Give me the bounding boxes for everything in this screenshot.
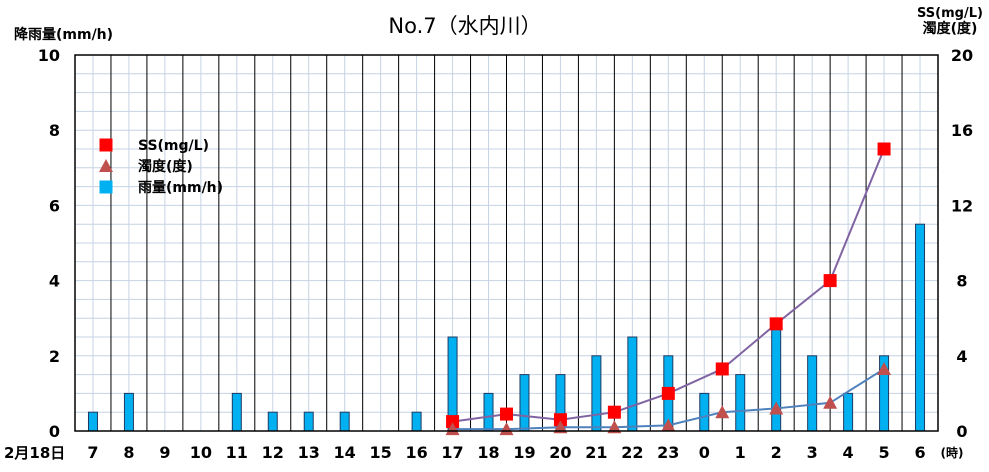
x-tick-label: 23: [657, 443, 679, 462]
plot-frame: [74, 54, 939, 432]
right-tick-label: 16: [951, 121, 973, 140]
ss-marker: [823, 274, 837, 288]
x-tick-label: 8: [123, 443, 134, 462]
x-axis-date-label: 2月18日: [4, 444, 65, 462]
x-tick-label: 12: [262, 443, 284, 462]
x-axis-unit-label: (時): [941, 445, 964, 460]
right-tick-label: 20: [951, 46, 973, 65]
left-tick-label: 8: [49, 121, 60, 140]
right-tick-label: 4: [956, 347, 967, 366]
rain-bar: [87, 411, 98, 432]
legend-ss-marker: [99, 138, 113, 152]
rain-bar: [483, 392, 494, 432]
x-tick-label: 5: [878, 443, 889, 462]
legend-label: 濁度(度): [138, 158, 193, 175]
right-tick-label: 0: [956, 422, 967, 441]
rain-bar: [843, 392, 854, 432]
series-markers: [445, 142, 892, 436]
rain-bar: [339, 411, 350, 432]
turbidity-marker: [607, 420, 622, 434]
x-tick-label: 13: [298, 443, 320, 462]
left-tick-label: 6: [49, 196, 60, 215]
turbidity-marker: [445, 422, 460, 436]
legend-label: 雨量(mm/h): [138, 180, 223, 196]
ss-marker: [446, 415, 460, 429]
legend-label: SS(mg/L): [138, 138, 209, 154]
rain-bar: [915, 223, 926, 432]
right-axis-label-line1: SS(mg/L): [917, 6, 983, 21]
left-tick-label: 4: [49, 272, 60, 291]
legend-rain-marker: [99, 180, 113, 194]
rain-bar: [519, 374, 530, 432]
turbidity-marker: [715, 405, 730, 419]
x-tick-label: 18: [477, 443, 499, 462]
x-tick-label: 21: [585, 443, 607, 462]
rain-bar: [123, 392, 134, 432]
x-tick-label: 10: [190, 443, 212, 462]
right-axis-label-line2: 濁度(度): [923, 20, 978, 37]
x-tick-label: 6: [914, 443, 925, 462]
x-tick-label: 16: [405, 443, 427, 462]
left-tick-label: 2: [49, 347, 60, 366]
turbidity-marker: [877, 361, 892, 375]
rain-bar: [267, 411, 278, 432]
rain-bar: [231, 392, 242, 432]
turbidity-marker: [499, 422, 514, 436]
x-tick-label: 4: [843, 443, 854, 462]
turbidity-marker: [553, 420, 568, 434]
legend-turbidity-marker: [99, 159, 113, 172]
ss-marker: [715, 362, 729, 376]
x-tick-label: 2: [771, 443, 782, 462]
x-tick-label: 9: [159, 443, 170, 462]
x-tick-label: 0: [699, 443, 710, 462]
right-tick-label: 12: [951, 196, 973, 215]
rain-bar: [591, 355, 602, 432]
ss-marker: [607, 405, 621, 419]
rain-bar: [699, 392, 710, 432]
ss-marker: [500, 407, 513, 421]
rain-bar: [411, 411, 422, 432]
x-tick-label: 15: [370, 443, 392, 462]
ss-marker: [769, 317, 783, 331]
x-tick-label: 14: [334, 443, 356, 462]
turbidity-marker: [823, 395, 838, 409]
rain-bar: [303, 411, 314, 432]
x-tick-label: 3: [807, 443, 818, 462]
ss-marker: [661, 386, 675, 400]
x-tick-label: 11: [226, 443, 248, 462]
left-axis-label: 降雨量(mm/h): [14, 26, 113, 43]
legend: SS(mg/L) 濁度(度) 雨量(mm/h): [99, 138, 223, 196]
ss-marker: [553, 413, 567, 427]
x-tick-label: 1: [735, 443, 746, 462]
x-tick-label: 20: [549, 443, 571, 462]
turbidity-marker: [769, 401, 784, 415]
right-tick-label: 8: [956, 272, 967, 291]
rain-bar: [807, 355, 818, 432]
x-tick-label: 22: [621, 443, 643, 462]
rain-bar: [627, 336, 638, 432]
grid: [75, 55, 938, 431]
x-tick-label: 17: [441, 443, 463, 462]
x-tick-label: 19: [513, 443, 535, 462]
rain-bars: [87, 223, 926, 432]
ss-marker: [877, 142, 891, 156]
left-tick-label: 0: [49, 422, 60, 441]
turbidity-marker: [661, 418, 676, 432]
chart-title: No.7（水内川）: [388, 14, 541, 38]
left-tick-label: 10: [38, 46, 60, 65]
x-tick-label: 7: [87, 443, 98, 462]
rain-bar: [735, 374, 746, 432]
